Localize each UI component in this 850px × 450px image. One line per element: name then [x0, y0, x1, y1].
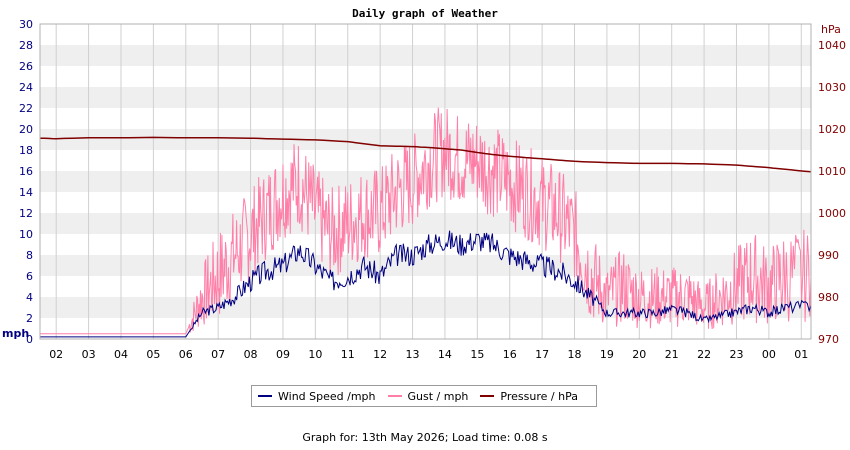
x-tick-label: 04 — [114, 348, 128, 361]
series-line-pressure — [39, 136, 812, 173]
chart-title: Daily graph of Weather — [352, 7, 498, 20]
legend-swatch-pressure — [480, 395, 495, 397]
x-tick-label: 16 — [503, 348, 517, 361]
background-bands — [40, 45, 811, 318]
x-axis-ticks: 02 03 04 05 06 07 08 09 10 11 12 13 14 15 16 17 18 19 20 21… — [49, 348, 808, 361]
right-tick-label: 1000 — [818, 207, 846, 220]
x-tick-label: 01 — [794, 348, 808, 361]
legend-item-pressure: Pressure / hPa — [480, 390, 578, 403]
right-axis-ticks: 970 980 990 1000 1010 1020 1030 1040 — [818, 39, 846, 346]
left-tick-label: 24 — [19, 81, 33, 94]
grid-band — [40, 45, 811, 66]
x-tick-label: 12 — [373, 348, 387, 361]
legend-label-gust: Gust / mph — [407, 389, 469, 403]
chart-legend: Wind Speed /mph Gust / mph Pressure / hP… — [251, 385, 597, 407]
x-tick-label: 18 — [568, 348, 582, 361]
x-tick-label: 03 — [82, 348, 96, 361]
right-tick-label: 1030 — [818, 81, 846, 94]
x-tick-label: 17 — [535, 348, 549, 361]
x-tick-label: 02 — [49, 348, 63, 361]
weather-chart: Daily graph of Weather 24681012141618202… — [2, 7, 846, 361]
left-tick-label: 30 — [19, 18, 33, 31]
x-tick-label: 21 — [665, 348, 679, 361]
x-tick-label: 22 — [697, 348, 711, 361]
x-tick-label: 15 — [470, 348, 484, 361]
left-tick-label: 26 — [19, 60, 33, 73]
left-tick-label: 10 — [19, 228, 33, 241]
right-tick-label: 970 — [818, 333, 839, 346]
x-tick-label: 20 — [632, 348, 646, 361]
plot-border — [39, 23, 812, 340]
left-tick-label: 2 — [26, 312, 33, 325]
x-tick-label: 13 — [406, 348, 420, 361]
left-tick-label: 14 — [19, 186, 33, 199]
x-tick-label: 00 — [762, 348, 776, 361]
x-tick-label: 23 — [729, 348, 743, 361]
right-axis-unit: hPa — [821, 23, 841, 36]
left-tick-label: 20 — [19, 123, 33, 136]
legend-item-gust: Gust / mph — [387, 389, 469, 403]
left-tick-label: 22 — [19, 102, 33, 115]
grid-band — [40, 171, 811, 192]
right-tick-label: 990 — [818, 249, 839, 262]
grid-band — [40, 87, 811, 108]
right-tick-label: 980 — [818, 291, 839, 304]
left-tick-label: 8 — [26, 249, 33, 262]
x-tick-label: 08 — [244, 348, 258, 361]
grid-band — [40, 129, 811, 150]
right-tick-label: 1010 — [818, 165, 846, 178]
x-tick-label: 06 — [179, 348, 193, 361]
grid-band — [40, 255, 811, 276]
legend-label-pressure: Pressure / hPa — [500, 389, 578, 403]
left-tick-label: 18 — [19, 144, 33, 157]
x-tick-label: 09 — [276, 348, 290, 361]
left-tick-label: 12 — [19, 207, 33, 220]
x-tick-label: 11 — [341, 348, 355, 361]
grid-band — [40, 213, 811, 234]
left-tick-label: 28 — [19, 39, 33, 52]
legend-item-wind: Wind Speed /mph — [258, 390, 376, 403]
left-tick-label: 16 — [19, 165, 33, 178]
right-tick-label: 1020 — [818, 123, 846, 136]
x-tick-label: 14 — [438, 348, 452, 361]
series-line-gust — [40, 107, 812, 335]
x-tick-label: 05 — [146, 348, 160, 361]
left-tick-label: 4 — [26, 291, 33, 304]
plot-series — [39, 107, 812, 338]
left-tick-label: 6 — [26, 270, 33, 283]
x-tick-label: 19 — [600, 348, 614, 361]
left-tick-label: 0 — [26, 333, 33, 346]
legend-label-wind: Wind Speed /mph — [278, 389, 376, 403]
left-axis-unit: mph — [2, 327, 29, 340]
legend-swatch-wind — [258, 395, 272, 397]
footer-status: Graph for: 13th May 2026; Load time: 0.0… — [302, 431, 548, 444]
right-tick-label: 1040 — [818, 39, 846, 52]
x-tick-label: 10 — [308, 348, 322, 361]
series-line-wind — [40, 230, 812, 338]
legend-swatch-gust — [387, 395, 402, 397]
x-tick-label: 07 — [211, 348, 225, 361]
